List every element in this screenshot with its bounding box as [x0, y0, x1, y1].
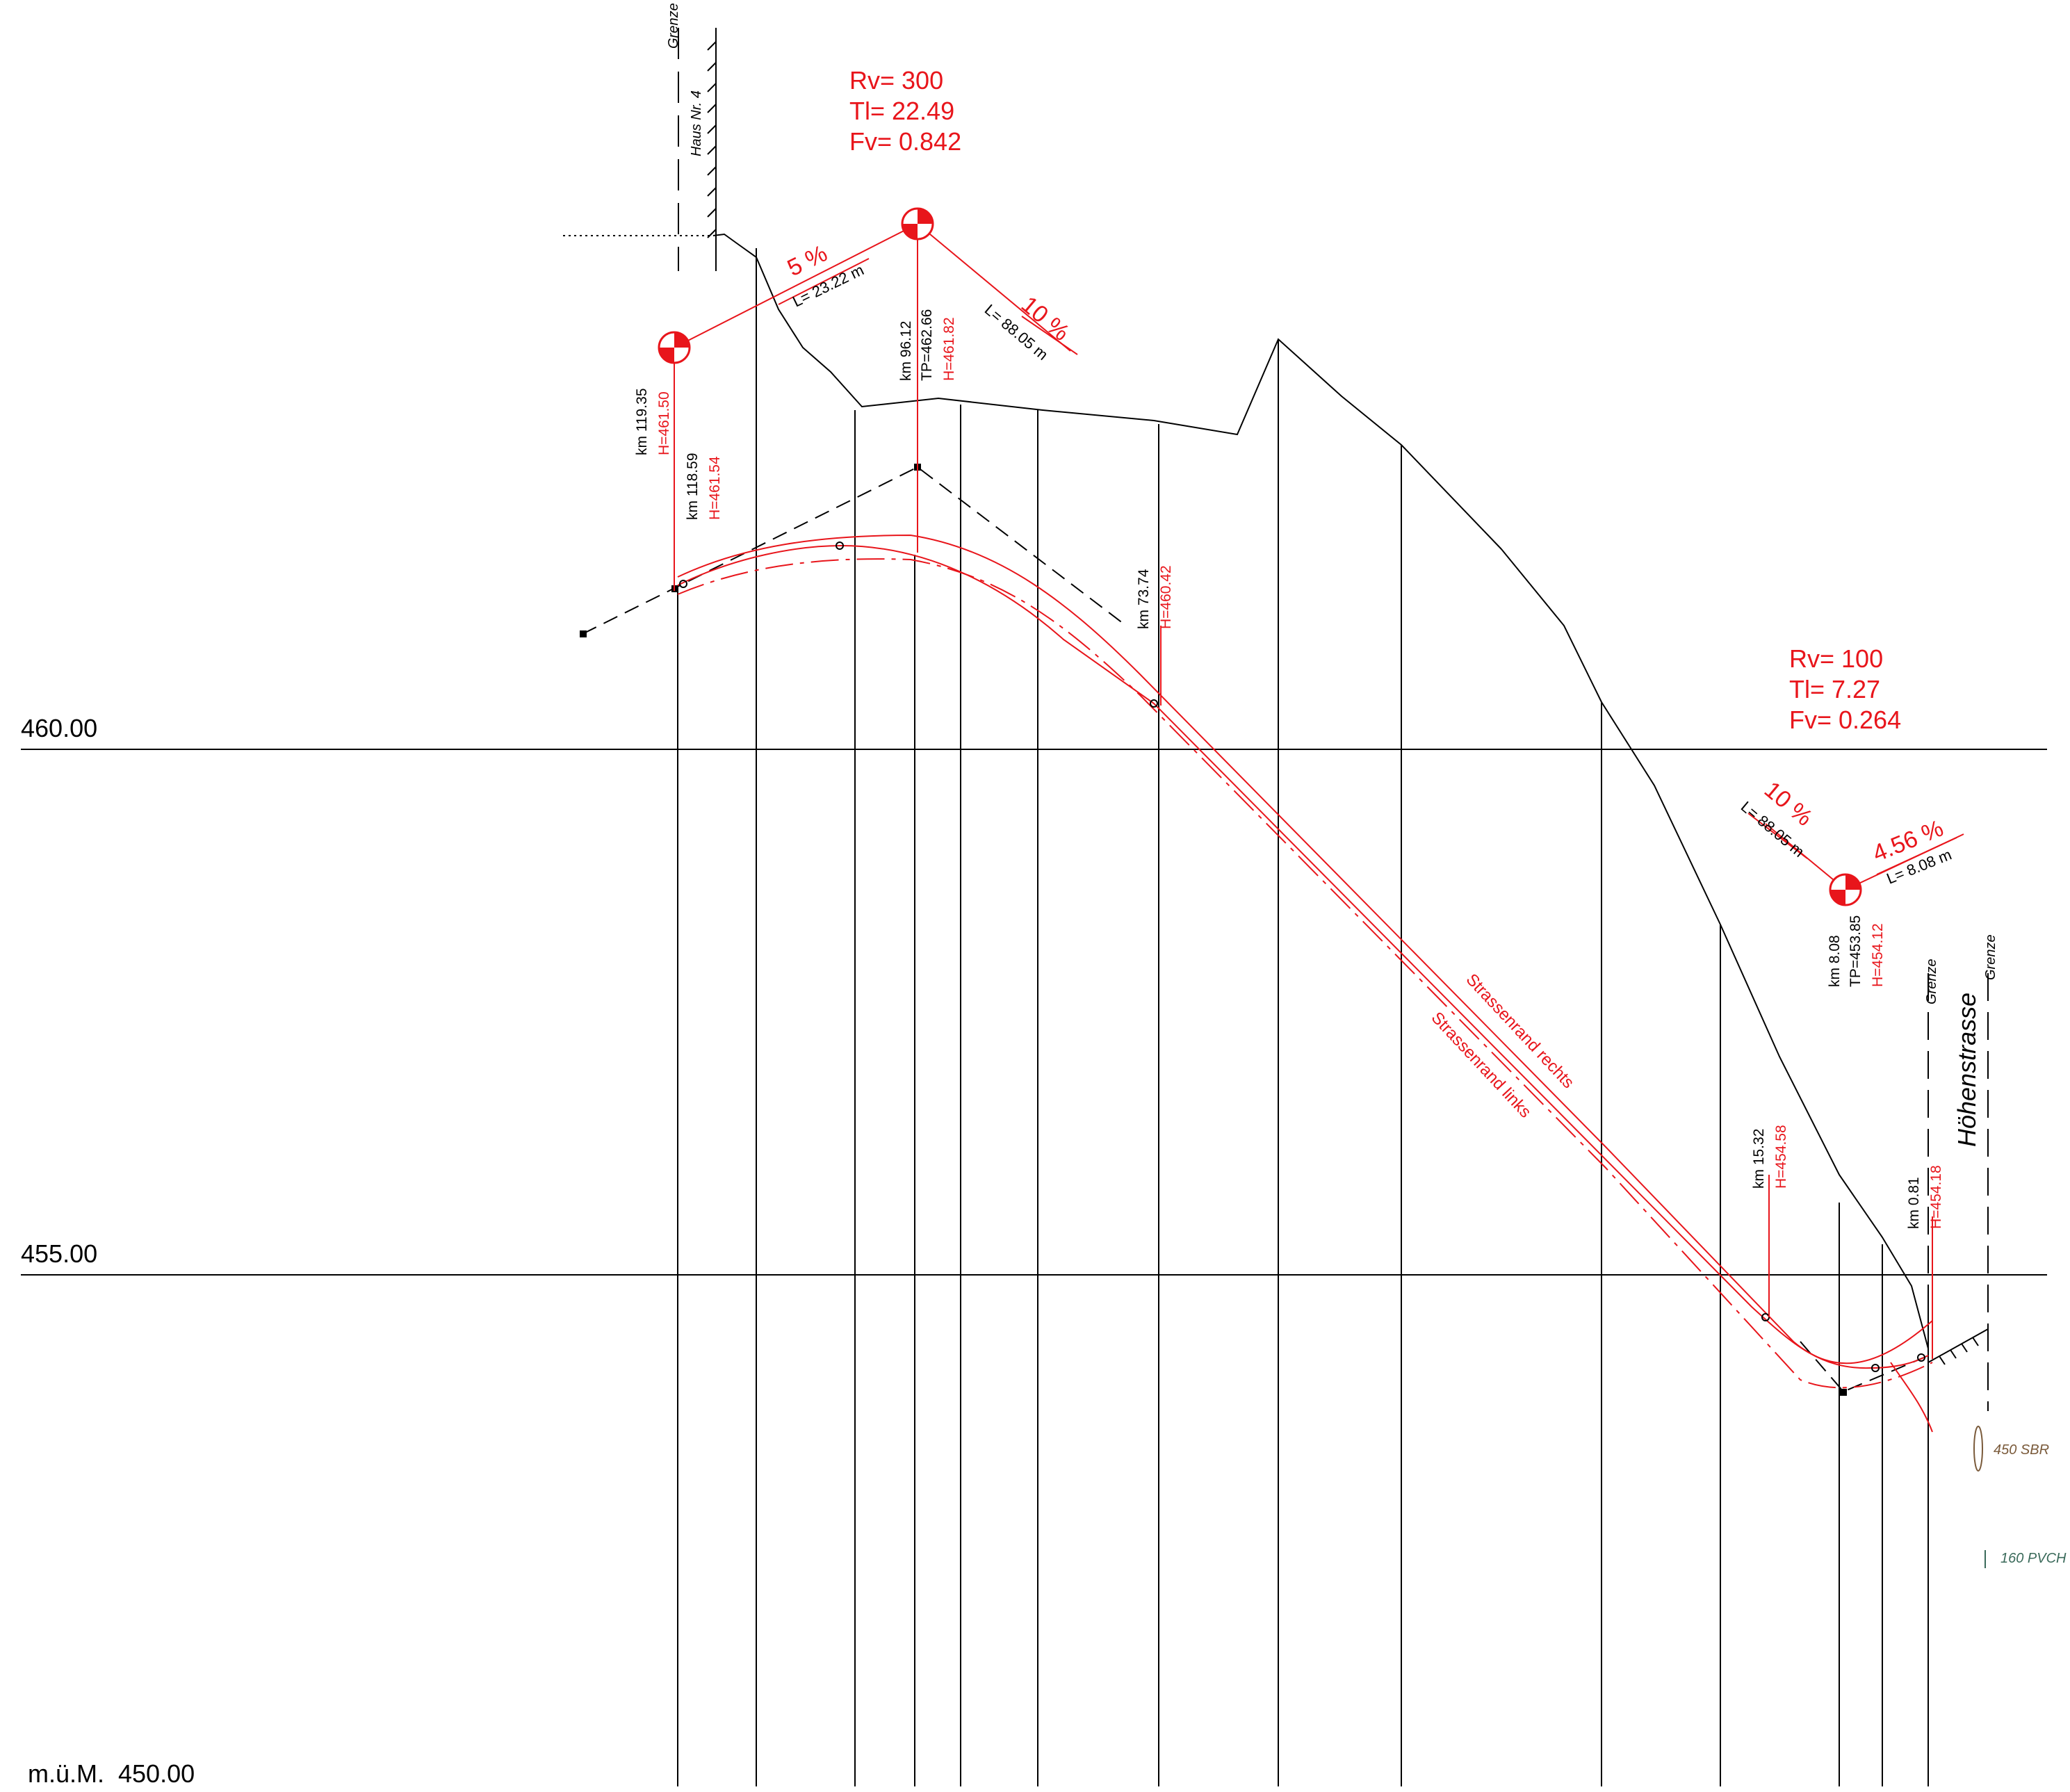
- right-boundary: Grenze Grenze Höhenstrasse: [1924, 934, 1998, 1411]
- road-edge-right-line: [677, 534, 1933, 1365]
- curve2-tl: Tl= 7.27: [1789, 675, 1880, 703]
- curve1-rv: Rv= 300: [849, 66, 943, 95]
- pipe-sbr: 450 SBR: [1973, 1426, 2049, 1472]
- station1-km: km 119.35: [634, 389, 650, 456]
- road-edge-curve: [1890, 1362, 1933, 1433]
- curve2-fv: Fv= 0.264: [1789, 706, 1901, 734]
- station5-km: km 15.32: [1751, 1129, 1767, 1189]
- grade1-pct: 5 %: [783, 240, 831, 282]
- station5-h: H=454.58: [1773, 1125, 1789, 1189]
- level-label-450: 450.00: [118, 1759, 195, 1788]
- grade-labels: 5 % L= 23.22 m 10 % L= 88.05 m 10 % L= 8…: [783, 240, 1954, 887]
- elevation-lines: [21, 749, 2047, 1276]
- road-edge-left-line: [677, 558, 1933, 1389]
- pipe-pvch: 160 PVCH: [1985, 1550, 2067, 1568]
- grenze-label-left: Grenze: [666, 3, 681, 49]
- level-label-460: 460.00: [21, 714, 97, 742]
- station6-h: H=454.12: [1870, 923, 1886, 987]
- house-label: Haus Nr. 4: [689, 90, 704, 156]
- station6-km: km 8.08: [1827, 935, 1843, 987]
- curve1-fv: Fv= 0.842: [849, 127, 961, 156]
- design-points: [679, 541, 1925, 1372]
- curve-symbol-1: [658, 331, 691, 364]
- grenze-label-right-2: Grenze: [1983, 934, 1998, 980]
- level-unit-label: m.ü.M.: [28, 1759, 104, 1788]
- curve-symbol-2: [901, 207, 934, 241]
- station-labels: km 119.35 H=461.50 km 118.59 H=461.54 km…: [634, 309, 1944, 1229]
- station4-h: H=460.42: [1158, 565, 1174, 629]
- station1-h: H=461.50: [656, 391, 672, 455]
- station-ticks: [674, 236, 1933, 1359]
- station3-km: km 96.12: [898, 321, 914, 381]
- pipe-pvch-label: 160 PVCH: [2000, 1551, 2067, 1566]
- left-boundary: Grenze Haus Nr. 4: [563, 3, 717, 271]
- level-label-455: 455.00: [21, 1239, 97, 1268]
- curve-symbol-3: [1829, 873, 1862, 906]
- station7-km: km 0.81: [1906, 1177, 1922, 1229]
- station2-km: km 118.59: [685, 453, 701, 521]
- station-lines: [677, 248, 1929, 1786]
- station4-km: km 73.74: [1136, 569, 1152, 629]
- grade-leaders: [674, 223, 1964, 890]
- station2-h: H=461.54: [707, 456, 723, 520]
- grenze-label-right-1: Grenze: [1924, 959, 1939, 1004]
- design-grade-line: [677, 544, 1929, 1369]
- station3-tp: TP=462.66: [919, 309, 935, 381]
- curve-params-1: Rv= 300 Tl= 22.49 Fv= 0.842: [849, 66, 961, 156]
- pipe-sbr-label: 450 SBR: [1994, 1442, 2049, 1458]
- curve1-tl: Tl= 22.49: [849, 97, 954, 125]
- curve-params-2: Rv= 100 Tl= 7.27 Fv= 0.264: [1789, 644, 1901, 734]
- grade-construction-line-2: [1800, 1341, 1926, 1393]
- station7-h: H=454.18: [1928, 1165, 1944, 1229]
- station3-h: H=461.82: [941, 317, 957, 381]
- street-label: Höhenstrasse: [1953, 993, 1981, 1147]
- curve2-rv: Rv= 100: [1789, 644, 1883, 673]
- station6-tp: TP=453.85: [1848, 915, 1864, 987]
- terrain-line: [712, 233, 1929, 1349]
